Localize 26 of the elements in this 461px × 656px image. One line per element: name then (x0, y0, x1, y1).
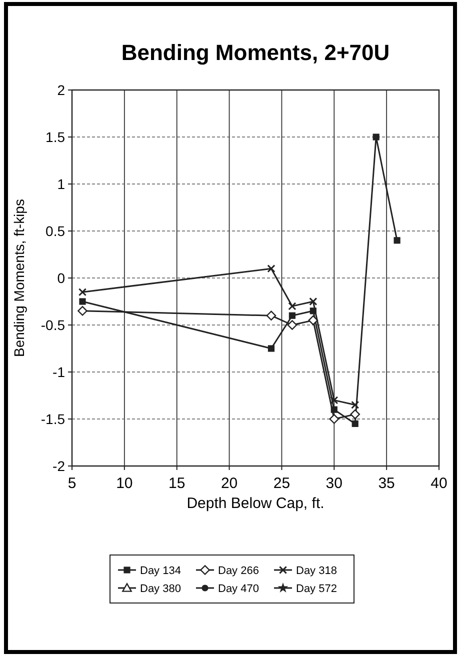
x-tick-label: 40 (430, 475, 448, 492)
legend-label: Day 318 (296, 565, 337, 577)
y-tick-label: 1 (57, 176, 66, 192)
x-tick-label: 5 (68, 475, 76, 492)
x-tick-label: 30 (326, 475, 342, 492)
legend-label: Day 134 (140, 565, 181, 577)
y-tick-label: 0.5 (46, 223, 66, 239)
legend-label: Day 572 (296, 583, 337, 595)
x-tick-label: 15 (168, 475, 186, 492)
chart-title: Bending Moments, 2+70U (121, 40, 390, 65)
y-tick-label: 2 (57, 82, 66, 98)
x-tick-label: 35 (378, 475, 395, 492)
x-tick-label: 20 (220, 475, 238, 492)
x-tick-label: 10 (116, 475, 133, 492)
y-tick-label: 0 (57, 270, 66, 286)
legend-label: Day 380 (140, 583, 181, 595)
legend-label: Day 266 (218, 565, 259, 577)
y-tick-label: 1.5 (46, 129, 66, 145)
y-tick-label: -0.5 (40, 317, 66, 333)
y-tick-label: -1 (52, 364, 66, 380)
legend-label: Day 470 (218, 583, 259, 595)
y-axis-title: Bending Moments, ft-kips (11, 199, 27, 357)
y-tick-label: -2 (52, 458, 66, 474)
x-tick-label: 25 (273, 475, 290, 492)
y-tick-label: -1.5 (40, 411, 66, 427)
x-axis-title: Depth Below Cap, ft. (186, 495, 324, 512)
